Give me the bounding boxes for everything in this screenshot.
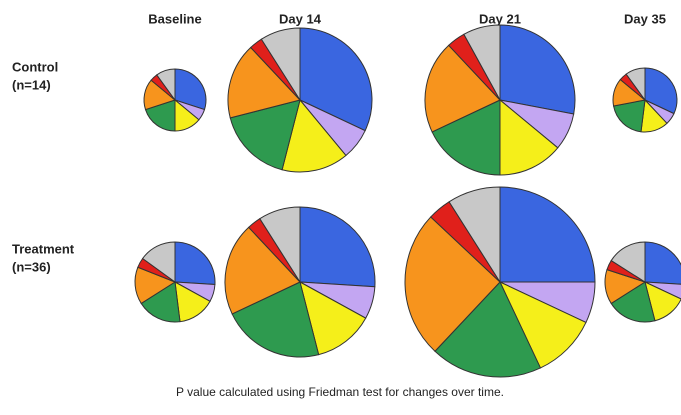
pie-slice [424, 44, 501, 133]
pie-slice [644, 67, 678, 115]
pie-slice [259, 206, 301, 284]
pie-slice [610, 241, 646, 283]
pie-slice [431, 99, 501, 176]
pie-slice [499, 186, 596, 283]
pie-slice [231, 281, 320, 358]
row-label: Control [12, 59, 58, 74]
pie-slice [299, 281, 367, 356]
pie-slice [499, 98, 559, 176]
pie-slice [498, 280, 587, 369]
pie-slice [229, 99, 301, 171]
pie-slice [144, 99, 176, 132]
pie-slice [610, 281, 656, 323]
pie-slice [141, 241, 176, 283]
pie-slice [625, 67, 646, 102]
pie-slice [140, 281, 181, 323]
pie-slice [174, 68, 207, 111]
column-header: Day 35 [624, 11, 666, 26]
row-n: (n=14) [12, 77, 51, 92]
pie-slice [404, 216, 501, 352]
pie-slice [281, 98, 347, 173]
column-header: Day 14 [279, 11, 322, 26]
row-label: Treatment [12, 241, 75, 256]
footnote: P value calculated using Friedman test f… [176, 385, 504, 399]
pie-slice [260, 27, 301, 102]
pie-slice [224, 226, 301, 315]
pie-slice [299, 206, 376, 288]
pie-slice [612, 99, 646, 133]
pie-slice [463, 24, 501, 101]
pie-slice [448, 186, 501, 284]
row-n: (n=36) [12, 259, 51, 274]
pie-slice [156, 68, 176, 102]
column-header: Day 21 [479, 11, 521, 26]
pie-slice [227, 46, 301, 119]
column-header: Baseline [148, 11, 201, 26]
pie-slice [499, 24, 576, 115]
pie-slice [434, 281, 542, 378]
pie-slice [644, 241, 681, 285]
pie-slice [299, 27, 373, 132]
pie-slice [174, 241, 216, 286]
